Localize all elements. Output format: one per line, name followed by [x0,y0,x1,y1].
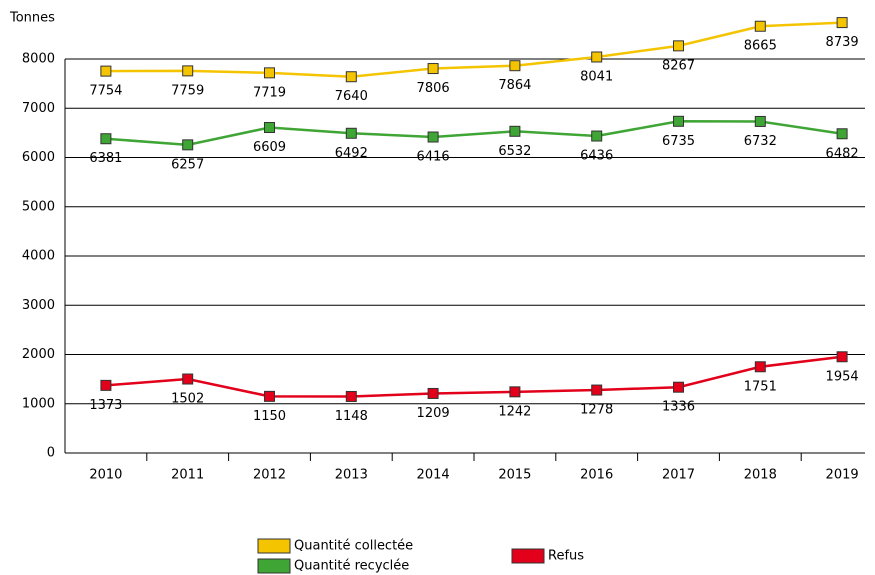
data-label: 1148 [335,409,368,424]
legend-label: Quantité recyclée [294,559,409,574]
marker [509,60,521,72]
series-line [105,120,843,147]
marker [754,115,766,127]
x-tick-label: 2016 [580,468,613,483]
data-label: 1502 [171,392,204,407]
y-tick-label: 3000 [22,298,55,313]
marker [345,71,357,83]
marker [673,381,684,393]
y-tick-label: 6000 [22,150,55,165]
marker [100,379,112,391]
marker [182,373,194,385]
marker [836,17,848,29]
marker [182,65,194,77]
marker [754,361,766,373]
data-label: 7759 [171,83,204,98]
series-line [105,355,843,398]
data-label: 6381 [89,151,122,166]
marker [100,133,112,145]
y-axis-label: Tonnes [9,11,55,26]
marker [345,127,357,139]
marker [345,390,357,402]
data-label: 6609 [253,140,286,155]
x-tick-label: 2013 [335,468,368,483]
legend-swatch [257,538,291,554]
data-label: 6257 [171,157,204,172]
data-label: 6416 [417,150,450,165]
marker [427,63,439,75]
marker [509,386,521,398]
legend-swatch [257,558,291,574]
marker [264,390,275,402]
marker [836,128,848,140]
marker [591,384,603,396]
data-label: 6532 [498,144,531,159]
marker [673,40,684,52]
data-label: 8665 [744,39,777,54]
legend-label: Quantité collectée [294,539,413,554]
x-tick-label: 2014 [417,468,450,483]
data-label: 6436 [580,149,613,164]
data-label: 7640 [335,89,368,104]
data-label: 1954 [826,369,859,384]
data-label: 6735 [662,134,695,149]
x-tick-label: 2019 [826,468,859,483]
x-tick-label: 2011 [171,468,204,483]
data-label: 6732 [744,134,777,149]
data-label: 1242 [498,404,531,419]
marker [427,387,439,399]
data-label: 8267 [662,58,695,73]
legend-swatch [511,548,545,564]
x-tick-label: 2018 [744,468,777,483]
x-tick-label: 2010 [89,468,122,483]
y-tick-label: 2000 [22,347,55,362]
marker [836,351,848,363]
marker [754,20,766,32]
data-label: 6492 [335,146,368,161]
marker [264,67,275,79]
x-tick-label: 2012 [253,468,286,483]
data-label: 7864 [498,78,531,93]
y-tick-label: 0 [47,446,55,461]
data-label: 1278 [580,403,613,418]
legend-label: Refus [548,549,584,564]
x-tick-label: 2015 [498,468,531,483]
marker [591,130,603,142]
data-label: 1336 [662,400,695,415]
data-label: 1373 [89,398,122,413]
marker [182,139,194,151]
data-label: 1751 [744,379,777,394]
marker [509,125,521,137]
data-label: 7719 [253,85,286,100]
x-tick-label: 2017 [662,468,695,483]
y-tick-label: 4000 [22,249,55,264]
y-tick-label: 7000 [22,101,55,116]
y-tick-label: 8000 [22,52,55,67]
marker [264,122,275,134]
data-label: 6482 [826,146,859,161]
data-label: 8739 [826,35,859,50]
marker [427,131,439,143]
marker [591,51,603,63]
data-label: 7754 [89,84,122,99]
y-tick-label: 5000 [22,199,55,214]
data-label: 1209 [417,406,450,421]
y-tick-label: 1000 [22,396,55,411]
data-label: 8041 [580,69,613,84]
marker [673,115,684,127]
series-line [105,21,843,78]
data-label: 1150 [253,409,286,424]
marker [100,65,112,77]
data-label: 7806 [417,81,450,96]
